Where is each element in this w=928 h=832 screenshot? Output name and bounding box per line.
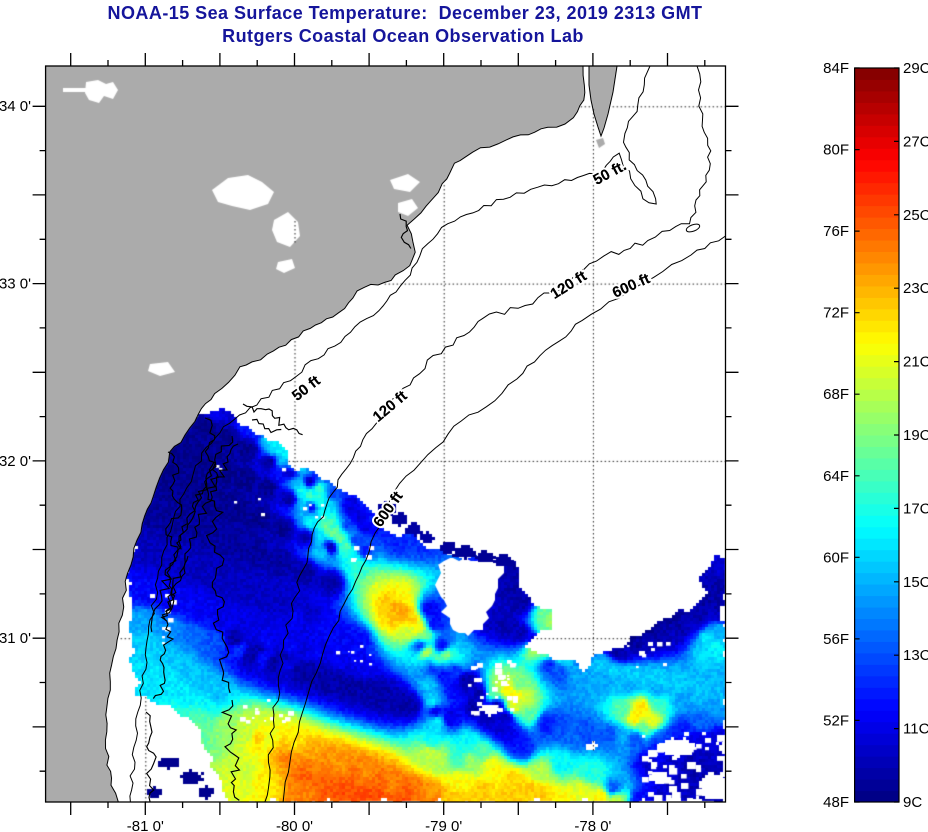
svg-text:-81 0': -81 0' xyxy=(127,818,164,832)
svg-text:-78 0': -78 0' xyxy=(574,818,611,832)
svg-text:32 0': 32 0' xyxy=(0,453,31,470)
svg-text:52F: 52F xyxy=(823,712,849,729)
svg-text:34 0': 34 0' xyxy=(0,98,31,115)
svg-text:29C: 29C xyxy=(903,60,928,77)
svg-text:68F: 68F xyxy=(823,386,849,403)
svg-text:9C: 9C xyxy=(903,794,922,811)
svg-text:72F: 72F xyxy=(823,305,849,322)
svg-text:600 ft: 600 ft xyxy=(610,270,653,301)
svg-text:19C: 19C xyxy=(903,427,928,444)
svg-text:56F: 56F xyxy=(823,631,849,648)
svg-text:120 ft: 120 ft xyxy=(547,268,589,303)
svg-text:-80 0': -80 0' xyxy=(276,818,313,832)
svg-text:25C: 25C xyxy=(903,207,928,224)
svg-text:31 0': 31 0' xyxy=(0,630,31,647)
svg-text:120 ft: 120 ft xyxy=(370,387,411,425)
svg-text:64F: 64F xyxy=(823,468,849,485)
svg-text:76F: 76F xyxy=(823,223,849,240)
svg-text:33 0': 33 0' xyxy=(0,276,31,293)
svg-text:23C: 23C xyxy=(903,280,928,297)
svg-text:13C: 13C xyxy=(903,647,928,664)
svg-text:80F: 80F xyxy=(823,142,849,159)
svg-text:48F: 48F xyxy=(823,794,849,811)
svg-text:11C: 11C xyxy=(903,721,928,738)
svg-text:50 ft: 50 ft xyxy=(289,372,324,404)
svg-text:21C: 21C xyxy=(903,354,928,371)
svg-text:-79 0': -79 0' xyxy=(425,818,462,832)
svg-text:84F: 84F xyxy=(823,60,849,77)
svg-text:27C: 27C xyxy=(903,133,928,150)
svg-text:600 ft: 600 ft xyxy=(370,488,406,530)
svg-text:15C: 15C xyxy=(903,574,928,591)
svg-text:60F: 60F xyxy=(823,549,849,566)
svg-text:17C: 17C xyxy=(903,500,928,517)
